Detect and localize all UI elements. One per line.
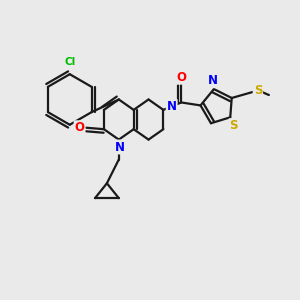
Text: O: O — [176, 71, 186, 84]
Text: S: S — [230, 119, 238, 132]
Text: Cl: Cl — [64, 57, 75, 67]
Text: O: O — [75, 121, 85, 134]
Text: S: S — [254, 84, 262, 98]
Text: N: N — [207, 74, 218, 87]
Text: N: N — [115, 140, 125, 154]
Text: N: N — [167, 100, 177, 113]
